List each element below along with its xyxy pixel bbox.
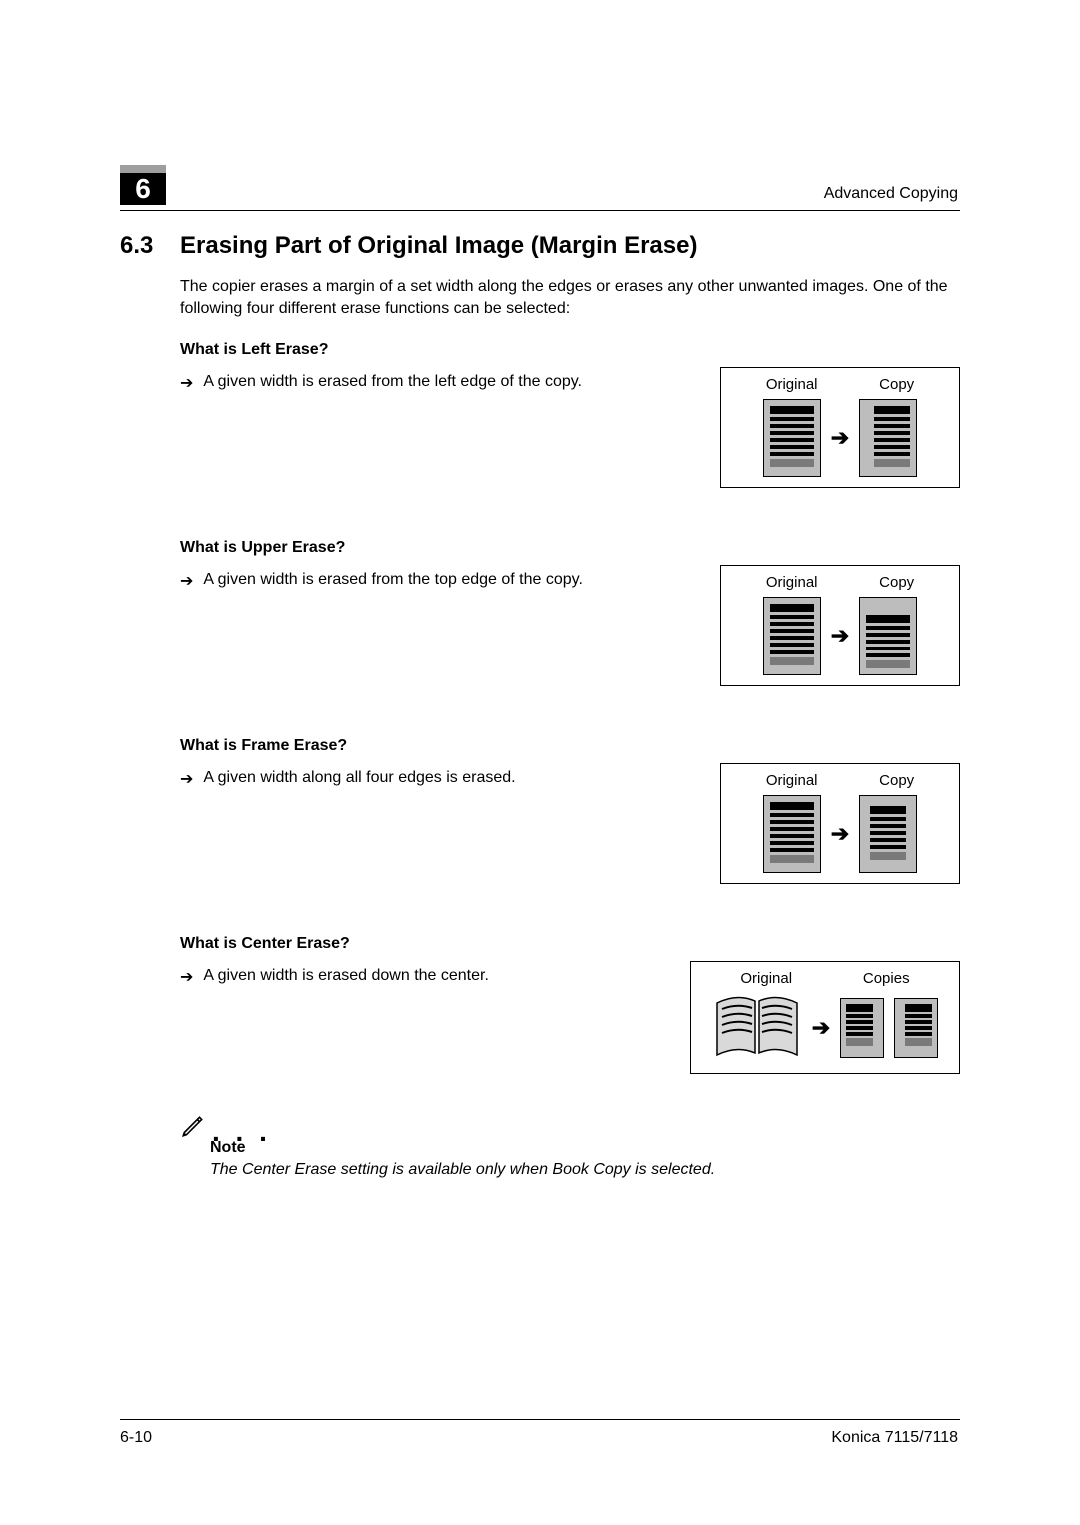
diagram-label-copy: Copy: [879, 772, 914, 789]
bullet-text: A given width is erased from the top edg…: [203, 571, 582, 589]
arrow-icon: ➔: [831, 821, 849, 847]
arrow-bullet-icon: ➔: [180, 374, 193, 393]
chapter-number: 6: [120, 173, 166, 205]
section-intro: The copier erases a margin of a set widt…: [180, 276, 960, 319]
arrow-bullet-icon: ➔: [180, 968, 193, 987]
subheading-frame-erase: What is Frame Erase?: [180, 737, 960, 755]
section-title: 6.3Erasing Part of Original Image (Margi…: [120, 232, 960, 260]
footer-model: Konica 7115/7118: [831, 1429, 958, 1447]
row-frame-erase: ➔ A given width along all four edges is …: [180, 769, 960, 899]
original-page-icon: [763, 399, 821, 477]
note-label: Note: [210, 1139, 960, 1157]
diagram-label-original: Original: [740, 970, 792, 987]
book-icon: [712, 993, 802, 1063]
note-text: The Center Erase setting is available on…: [210, 1161, 960, 1179]
pencil-icon: [180, 1113, 206, 1139]
bullet-line: ➔ A given width along all four edges is …: [180, 769, 620, 789]
bullet-text: A given width along all four edges is er…: [203, 769, 515, 787]
copy-page-icon: [859, 399, 917, 477]
row-left-erase: ➔ A given width is erased from the left …: [180, 373, 960, 503]
arrow-bullet-icon: ➔: [180, 770, 193, 789]
arrow-icon: ➔: [831, 623, 849, 649]
row-upper-erase: ➔ A given width is erased from the top e…: [180, 571, 960, 701]
copy-page-icon: [859, 795, 917, 873]
diagram-center-erase: Original Copies: [690, 961, 960, 1074]
diagram-label-original: Original: [766, 376, 818, 393]
subheading-upper-erase: What is Upper Erase?: [180, 539, 960, 557]
note-block: . . . Note The Center Erase setting is a…: [180, 1113, 960, 1179]
copy-page-icon: [859, 597, 917, 675]
bullet-line: ➔ A given width is erased from the left …: [180, 373, 620, 393]
section-number: 6.3: [120, 232, 180, 260]
diagram-upper-erase: Original Copy ➔: [720, 565, 960, 686]
row-center-erase: ➔ A given width is erased down the cente…: [180, 967, 960, 1077]
bullet-line: ➔ A given width is erased down the cente…: [180, 967, 620, 987]
document-page: 6 Advanced Copying 6.3Erasing Part of Or…: [0, 0, 1080, 1525]
diagram-label-copy: Copy: [879, 574, 914, 591]
bullet-text: A given width is erased from the left ed…: [203, 373, 582, 391]
header-section-name: Advanced Copying: [824, 185, 958, 203]
diagram-left-erase: Original Copy ➔: [720, 367, 960, 488]
diagram-label-copy: Copy: [879, 376, 914, 393]
copy-page-icon: [894, 998, 938, 1058]
subheading-left-erase: What is Left Erase?: [180, 341, 960, 359]
original-page-icon: [763, 795, 821, 873]
bullet-text: A given width is erased down the center.: [203, 967, 489, 985]
diagram-label-original: Original: [766, 574, 818, 591]
footer-page-number: 6-10: [120, 1429, 152, 1447]
arrow-icon: ➔: [831, 425, 849, 451]
diagram-label-original: Original: [766, 772, 818, 789]
arrow-bullet-icon: ➔: [180, 572, 193, 591]
arrow-icon: ➔: [812, 1015, 830, 1041]
header-rule: [120, 210, 960, 211]
subheading-center-erase: What is Center Erase?: [180, 935, 960, 953]
content-area: 6.3Erasing Part of Original Image (Margi…: [120, 232, 960, 1179]
ellipsis-icon: . . .: [212, 1125, 271, 1139]
copy-page-icon: [840, 998, 884, 1058]
diagram-frame-erase: Original Copy ➔: [720, 763, 960, 884]
original-page-icon: [763, 597, 821, 675]
diagram-label-copies: Copies: [863, 970, 910, 987]
chapter-tab: 6: [120, 165, 166, 205]
section-title-text: Erasing Part of Original Image (Margin E…: [180, 232, 697, 259]
bullet-line: ➔ A given width is erased from the top e…: [180, 571, 620, 591]
footer-rule: [120, 1419, 960, 1420]
